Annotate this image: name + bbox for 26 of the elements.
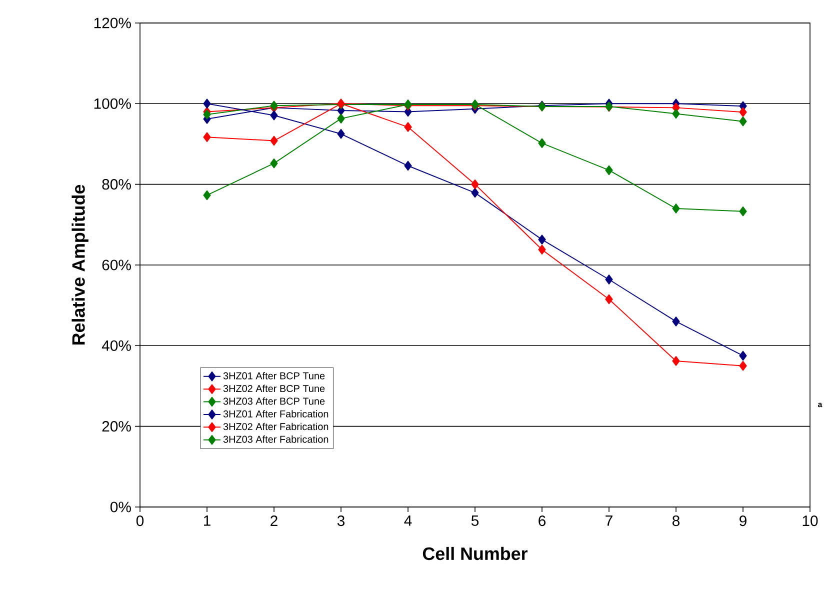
legend-label: 3HZ01 After Fabrication [223, 410, 328, 418]
y-tick-label: 20% [102, 421, 131, 432]
legend-label: 3HZ02 After Fabrication [223, 422, 328, 430]
x-tick-label: 2 [270, 516, 278, 526]
legend-label: 3HZ03 After BCP Tune [223, 397, 325, 405]
y-axis-title: Relative Amplitude [72, 184, 88, 344]
y-tick-label: 100% [94, 98, 131, 109]
x-tick-label: 5 [471, 516, 479, 526]
x-tick-label: 6 [538, 516, 546, 526]
x-tick-label: 7 [606, 516, 612, 526]
y-tick-label: 40% [102, 340, 131, 351]
legend-label: 3HZ02 After BCP Tune [223, 384, 325, 392]
x-axis-title: Cell Number [422, 546, 528, 560]
x-tick-label: 3 [337, 516, 345, 526]
y-tick-label: 60% [102, 260, 131, 270]
x-tick-label: 10 [802, 516, 818, 526]
x-tick-label: 1 [204, 516, 210, 526]
x-tick-label: 8 [672, 516, 680, 526]
legend-label: 3HZ03 After Fabrication [223, 436, 328, 443]
x-tick-label: 9 [740, 516, 746, 526]
y-tick-label: 120% [94, 18, 131, 28]
y-tick-label: 0% [110, 502, 131, 512]
x-tick-label: 0 [136, 516, 144, 526]
x-tick-label: 4 [404, 516, 412, 526]
y-tick-label: 80% [102, 179, 131, 190]
legend-label: 3HZ01 After BCP Tune [223, 372, 325, 380]
